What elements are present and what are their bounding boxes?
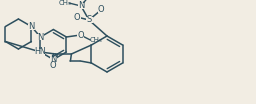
Text: O: O — [74, 12, 80, 22]
Text: N: N — [28, 22, 35, 31]
Text: N: N — [78, 1, 84, 11]
Text: HN: HN — [35, 48, 46, 56]
Text: N: N — [50, 55, 57, 64]
Text: CH₃: CH₃ — [59, 0, 71, 6]
Bar — [49, 63, 56, 69]
Bar — [35, 48, 45, 56]
Text: O: O — [77, 30, 84, 40]
Bar — [73, 14, 80, 20]
Bar — [50, 56, 57, 63]
Text: N: N — [37, 32, 44, 41]
Bar — [78, 3, 84, 9]
Text: O: O — [49, 61, 56, 71]
Text: S: S — [86, 15, 92, 25]
Text: O: O — [98, 6, 104, 14]
Text: CH₃: CH₃ — [90, 37, 103, 43]
Bar — [98, 7, 104, 13]
Bar — [37, 34, 44, 40]
Bar — [86, 17, 92, 23]
Bar — [77, 32, 84, 38]
Bar — [28, 24, 35, 30]
